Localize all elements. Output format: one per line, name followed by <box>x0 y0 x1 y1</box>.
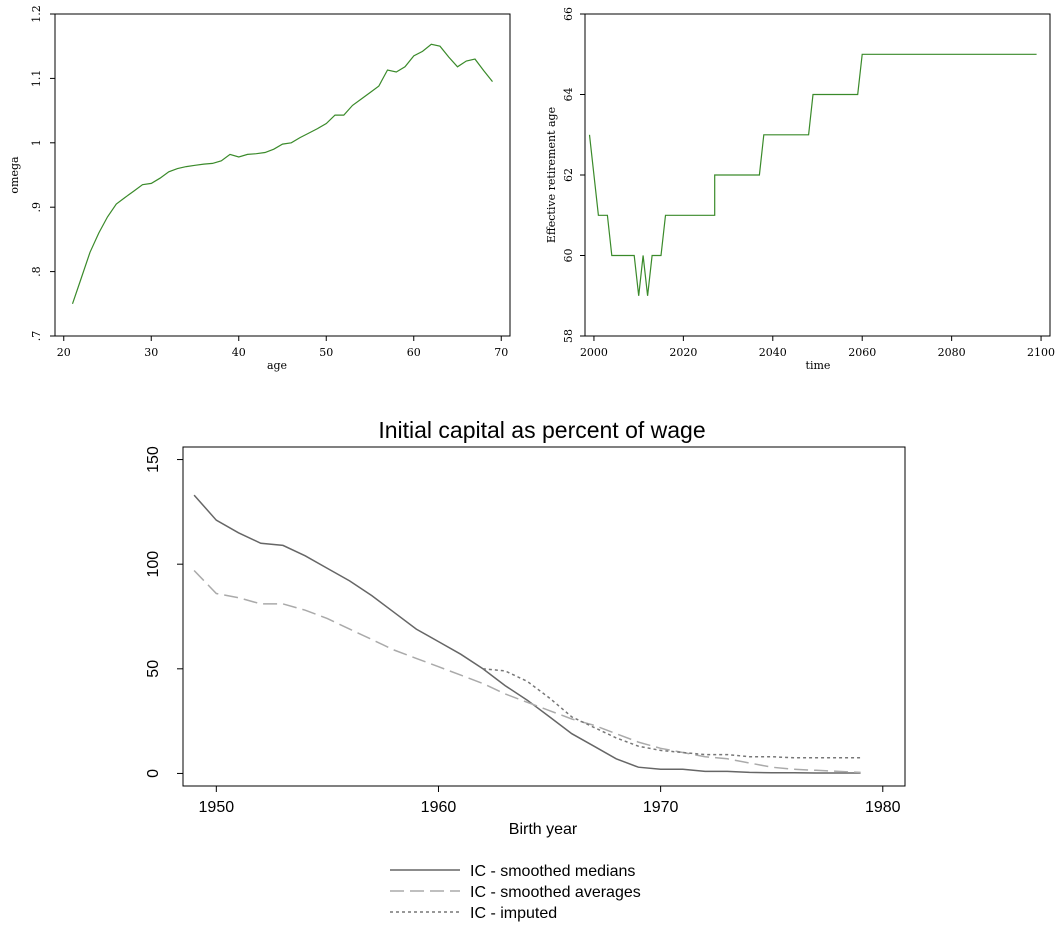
legend-entry-label: IC - imputed <box>470 905 557 922</box>
initial-capital-x-tick-label: 1970 <box>643 799 679 816</box>
omega-y-axis-label: omega <box>8 156 21 194</box>
retirement-age-y-tick-label: 60 <box>562 249 575 263</box>
retirement-age-x-tick-label: 2080 <box>938 346 966 359</box>
omega-x-axis: 20 30 40 50 60 70 <box>57 336 508 359</box>
omega-chart: 20 30 40 50 60 70 .7 .8 .9 1 1.1 1.2 age omega <box>8 5 511 372</box>
retirement-age-x-axis-label: time <box>806 359 831 372</box>
omega-x-tick-label: 50 <box>319 346 333 359</box>
retirement-age-x-tick-label: 2040 <box>759 346 787 359</box>
omega-y-tick-label: .9 <box>30 202 43 213</box>
initial-capital-x-tick-label: 1950 <box>199 799 235 816</box>
initial-capital-y-axis: 0 50 100 150 <box>145 446 183 778</box>
omega-series-group <box>71 43 493 304</box>
omega-x-tick-label: 40 <box>232 346 246 359</box>
initial-capital-series-line <box>193 494 861 774</box>
retirement-age-x-tick-label: 2100 <box>1027 346 1055 359</box>
omega-y-axis: .7 .8 .9 1 1.1 1.2 <box>30 5 55 341</box>
retirement-age-series-group <box>588 53 1037 296</box>
initial-capital-y-tick-label: 50 <box>145 660 162 678</box>
omega-y-tick-label: 1.1 <box>30 70 43 88</box>
omega-y-tick-label: 1.2 <box>30 5 43 23</box>
retirement-age-x-axis: 2000 2020 2040 2060 2080 2100 <box>580 336 1055 359</box>
retirement-age-x-tick-label: 2060 <box>848 346 876 359</box>
omega-chart-frame <box>54 13 511 337</box>
retirement-age-chart: 2000 2020 2040 2060 2080 2100 58 60 62 64 66 time… <box>545 7 1055 372</box>
initial-capital-chart: Initial capital as percent of wage 1950 1… <box>145 417 906 922</box>
retirement-age-x-tick-label: 2020 <box>669 346 697 359</box>
initial-capital-series-group <box>193 494 861 774</box>
initial-capital-y-tick-label: 150 <box>145 446 162 473</box>
initial-capital-series-line <box>193 569 861 774</box>
initial-capital-y-tick-label: 100 <box>145 551 162 578</box>
omega-x-tick-label: 20 <box>57 346 71 359</box>
omega-x-tick-label: 60 <box>407 346 421 359</box>
omega-y-tick-label: .7 <box>30 331 43 342</box>
initial-capital-x-tick-label: 1960 <box>421 799 457 816</box>
legend-entry-label: IC - smoothed medians <box>470 863 635 880</box>
initial-capital-chart-frame <box>182 446 906 787</box>
initial-capital-y-tick-label: 0 <box>145 769 162 778</box>
initial-capital-chart-title: Initial capital as percent of wage <box>378 417 705 443</box>
legend-entry-label: IC - smoothed averages <box>470 884 641 901</box>
retirement-age-y-tick-label: 62 <box>562 168 575 182</box>
omega-x-tick-label: 30 <box>144 346 158 359</box>
omega-y-tick-label: 1 <box>30 139 43 146</box>
retirement-age-chart-frame <box>584 13 1051 337</box>
initial-capital-series-line <box>482 668 861 759</box>
omega-y-tick-label: .8 <box>30 266 43 277</box>
initial-capital-x-axis: 1950 1960 1970 1980 <box>199 786 901 816</box>
retirement-age-x-tick-label: 2000 <box>580 346 608 359</box>
initial-capital-x-axis-label: Birth year <box>509 821 578 838</box>
initial-capital-x-tick-label: 1980 <box>865 799 901 816</box>
retirement-age-y-tick-label: 64 <box>562 88 575 102</box>
retirement-age-y-axis-label: Effective retirement age <box>545 107 558 243</box>
retirement-age-series-line <box>588 53 1037 296</box>
initial-capital-legend: IC - smoothed medians IC - smoothed avera… <box>390 863 641 922</box>
omega-series-line <box>71 43 493 304</box>
omega-x-tick-label: 70 <box>494 346 508 359</box>
retirement-age-y-axis: 58 60 62 64 66 <box>562 7 585 343</box>
retirement-age-y-tick-label: 66 <box>562 7 575 21</box>
retirement-age-y-tick-label: 58 <box>562 329 575 343</box>
omega-x-axis-label: age <box>267 359 287 372</box>
